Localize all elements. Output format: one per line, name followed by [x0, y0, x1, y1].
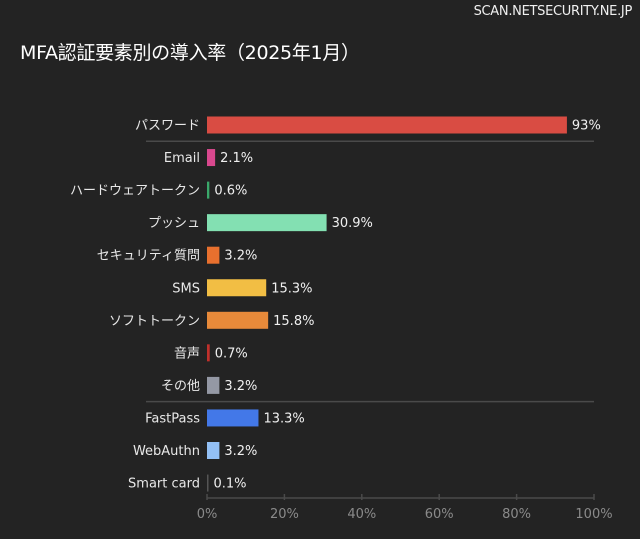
bar — [207, 311, 269, 329]
category-label: Email — [164, 151, 200, 166]
category-label: プッシュ — [148, 216, 200, 231]
bar — [207, 409, 259, 427]
x-tick-label: 20% — [270, 507, 299, 522]
x-tick-label: 100% — [575, 507, 612, 522]
x-tick-label: 60% — [425, 507, 454, 522]
category-label: Smart card — [128, 477, 200, 492]
chart-title: MFA認証要素別の導入率（2025年1月） — [20, 42, 360, 64]
data-label: 2.1% — [220, 151, 253, 166]
category-label: ハードウェアトークン — [70, 184, 200, 199]
x-tick-label: 80% — [502, 507, 531, 522]
x-tick-label: 40% — [347, 507, 376, 522]
data-label: 30.9% — [332, 216, 373, 231]
data-label: 3.2% — [224, 379, 257, 394]
data-label: 0.6% — [214, 184, 247, 199]
category-label: FastPass — [145, 411, 200, 426]
data-label: 0.1% — [214, 477, 247, 492]
bar — [207, 214, 327, 232]
bar — [207, 181, 210, 199]
data-label: 15.8% — [273, 314, 314, 329]
bar — [207, 246, 220, 264]
data-label: 0.7% — [215, 346, 248, 361]
category-label: ソフトトークン — [109, 314, 200, 329]
category-label: SMS — [172, 281, 200, 296]
category-label: 音声 — [174, 345, 200, 361]
data-label: 13.3% — [263, 411, 304, 426]
bar — [207, 279, 267, 297]
category-label: WebAuthn — [133, 444, 200, 459]
x-tick-label: 0% — [197, 507, 218, 522]
bar — [207, 344, 210, 362]
category-label: パスワード — [135, 119, 200, 134]
data-label: 3.2% — [224, 249, 257, 264]
bar — [207, 442, 220, 459]
bar — [207, 149, 216, 167]
category-label: セキュリティ質問 — [97, 249, 200, 264]
data-label: 15.3% — [271, 281, 312, 296]
data-label: 3.2% — [224, 444, 257, 459]
bar — [207, 116, 567, 134]
watermark: SCAN.NETSECURITY.NE.JP — [473, 4, 633, 19]
data-label: 93% — [572, 119, 601, 134]
category-label: その他 — [161, 379, 200, 394]
bar — [207, 376, 220, 394]
bar — [207, 474, 209, 492]
